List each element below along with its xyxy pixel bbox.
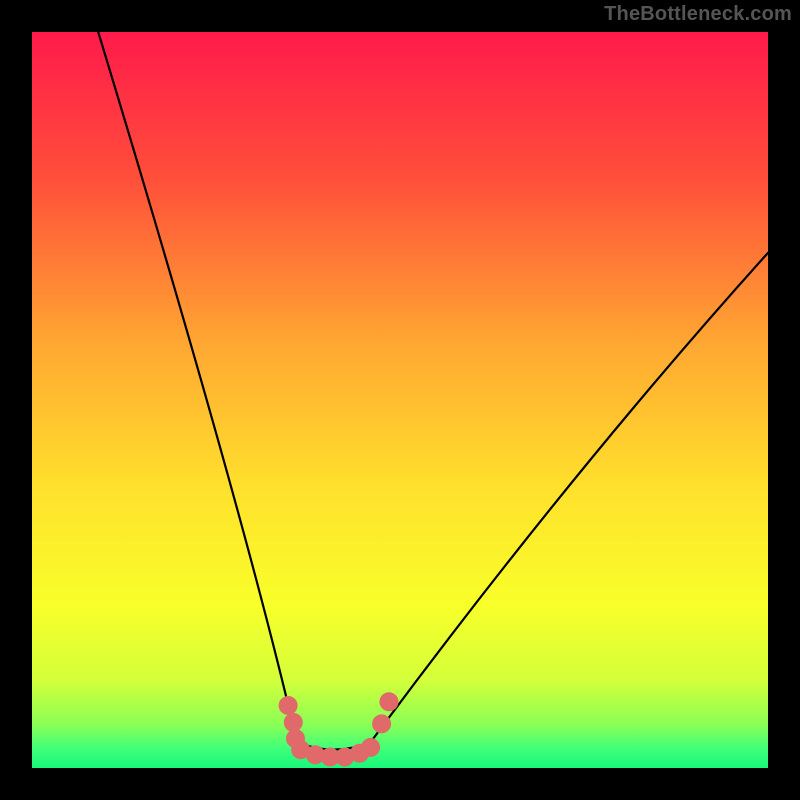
frame-border-right <box>768 0 800 800</box>
figure-root: TheBottleneck.com <box>0 0 800 800</box>
watermark-text: TheBottleneck.com <box>604 3 792 26</box>
frame-border-bottom <box>0 768 800 800</box>
datapoint-marker <box>284 713 302 731</box>
datapoint-marker <box>380 693 398 711</box>
bottleneck-curve <box>98 32 768 750</box>
datapoint-marker <box>279 696 297 714</box>
datapoint-marker <box>362 738 380 756</box>
frame-border-left <box>0 0 32 800</box>
datapoints-group <box>279 693 398 766</box>
chart-svg <box>32 32 768 768</box>
datapoint-marker <box>373 715 391 733</box>
plot-area <box>32 32 768 768</box>
